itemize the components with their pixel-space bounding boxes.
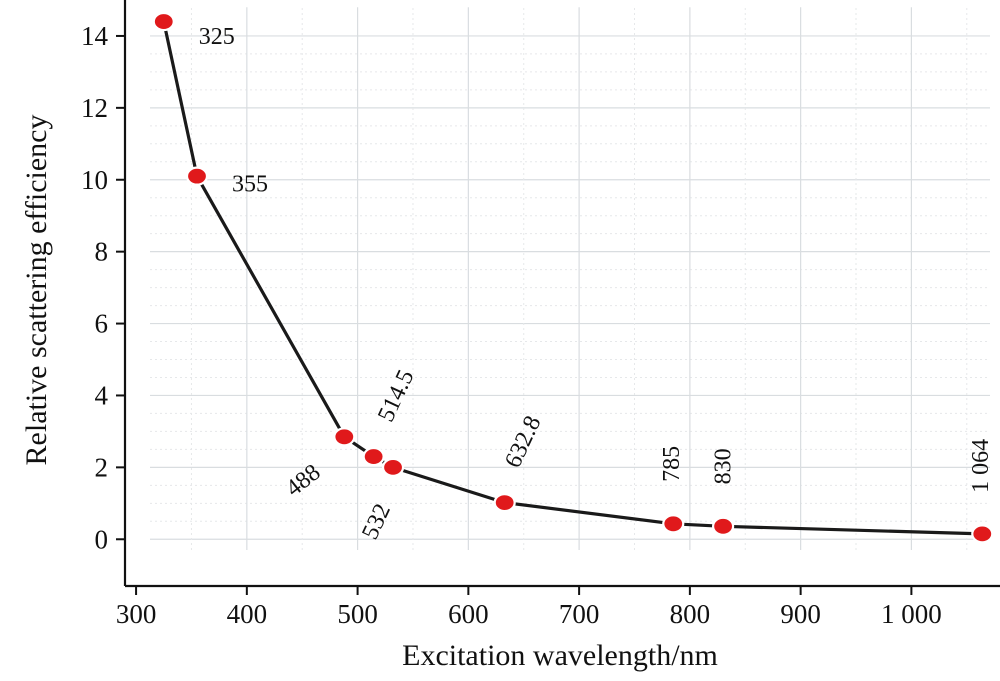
y-tick-label: 8 [95,237,109,267]
x-tick-label: 600 [448,599,489,629]
series-line [162,21,983,536]
y-tick-label: 14 [81,21,109,51]
y-tick-label: 6 [95,309,109,339]
data-point [362,446,385,467]
axes [123,0,1000,588]
data-point [662,514,685,534]
x-tick-label: 500 [337,599,378,629]
data-point [333,427,356,447]
data-point [381,457,405,477]
data-point [185,166,209,186]
y-tick-label: 0 [95,524,109,554]
ticks-layer: 300 400 500 600 700 800 900 1 000 0 2 4 6 8 10 12 14 [81,21,942,629]
x-tick-label: 900 [780,599,821,629]
data-point [971,524,994,544]
x-tick-label: 1 000 [881,599,942,629]
point-label: 355 [232,172,268,198]
y-tick-label: 12 [81,93,108,123]
y-tick-label: 10 [81,165,108,195]
data-point [493,492,516,513]
y-tick-label: 4 [95,380,109,410]
point-label: 785 [659,446,685,482]
point-label: 1 064 [968,439,994,493]
data-point [152,11,175,32]
series-line-layer [162,21,983,536]
x-tick-label: 400 [227,599,268,629]
data-points-layer [152,11,994,544]
point-label: 325 [199,24,235,50]
point-label: 488 [281,459,325,502]
x-axis-title: Excitation wavelength/nm [402,639,718,672]
data-point [712,516,735,536]
x-tick-label: 700 [559,599,600,629]
y-tick-label: 2 [95,452,109,482]
grid [150,7,990,551]
x-tick-label: 300 [116,599,157,629]
point-label: 830 [711,448,737,484]
point-label: 632.8 [500,412,546,472]
x-tick-label: 800 [670,599,711,629]
point-label: 532 [357,500,396,544]
y-axis-title: Relative scattering efficiency [20,115,53,466]
